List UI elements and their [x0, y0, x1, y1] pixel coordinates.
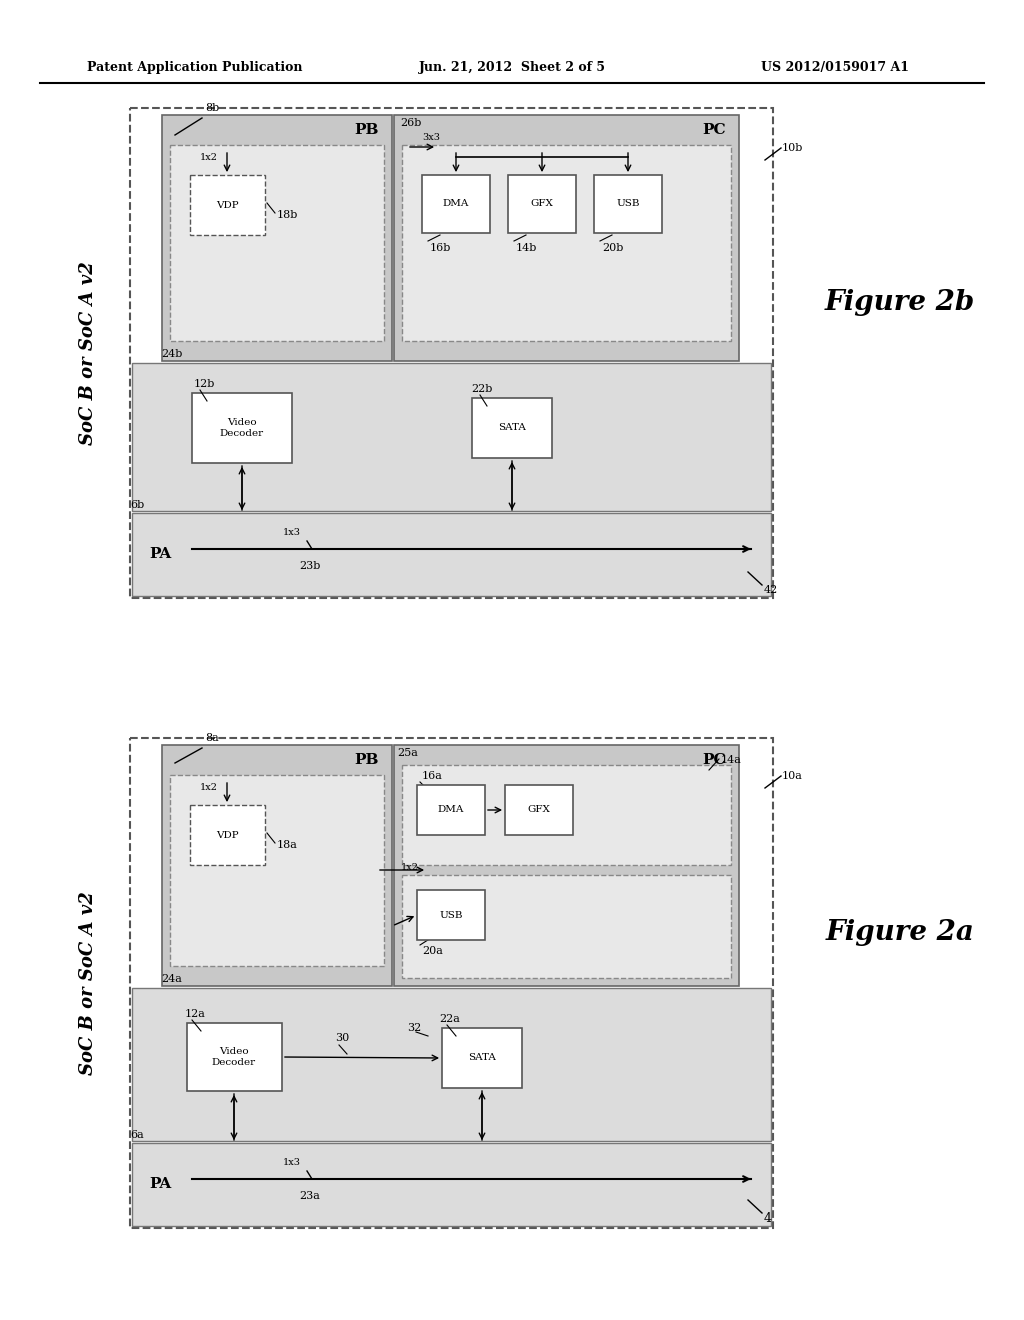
Bar [417, 890, 485, 940]
Text: 23a: 23a [300, 1191, 321, 1201]
Bar [130, 108, 773, 598]
Text: 12b: 12b [194, 379, 215, 389]
Text: GFX: GFX [527, 805, 551, 814]
Text: 14b: 14b [516, 243, 538, 253]
Bar [162, 744, 392, 986]
Text: USB: USB [439, 911, 463, 920]
Text: PB: PB [354, 752, 379, 767]
Bar [594, 176, 662, 234]
Text: 25a: 25a [397, 748, 418, 758]
Text: VDP: VDP [216, 201, 239, 210]
Text: PB: PB [354, 123, 379, 137]
Text: US 2012/0159017 A1: US 2012/0159017 A1 [761, 62, 909, 74]
Text: 8a: 8a [205, 733, 219, 743]
Text: 20b: 20b [602, 243, 624, 253]
Text: 30: 30 [335, 1034, 349, 1043]
Text: 1x2: 1x2 [401, 863, 419, 873]
Text: Figure 2b: Figure 2b [825, 289, 975, 317]
Bar [187, 1023, 282, 1092]
Bar [132, 1143, 771, 1226]
Bar [422, 176, 490, 234]
Text: 8b: 8b [205, 103, 219, 114]
Text: SoC B or SoC A v2: SoC B or SoC A v2 [79, 261, 97, 445]
Bar [162, 115, 392, 360]
Text: 18b: 18b [278, 210, 298, 220]
Text: PA: PA [148, 546, 171, 561]
Text: 1x3: 1x3 [283, 1158, 301, 1167]
Text: 26b: 26b [400, 117, 421, 128]
Bar [130, 738, 773, 1228]
Text: GFX: GFX [530, 199, 553, 209]
Bar [170, 775, 384, 966]
Bar [132, 987, 771, 1140]
Text: 22a: 22a [439, 1014, 461, 1024]
Bar [472, 399, 552, 458]
Text: DMA: DMA [438, 805, 464, 814]
Text: Video
Decoder: Video Decoder [212, 1047, 256, 1067]
Text: 24a: 24a [162, 974, 182, 983]
Text: SoC B or SoC A v2: SoC B or SoC A v2 [79, 891, 97, 1074]
Text: SATA: SATA [468, 1053, 496, 1063]
Bar [394, 744, 739, 986]
Text: 16a: 16a [422, 771, 442, 781]
Text: 10a: 10a [782, 771, 803, 781]
Text: SATA: SATA [498, 424, 526, 433]
Text: Patent Application Publication: Patent Application Publication [87, 62, 303, 74]
Text: 22b: 22b [471, 384, 493, 393]
Bar [417, 785, 485, 836]
Text: 23b: 23b [299, 561, 321, 572]
Text: 6a: 6a [130, 1130, 143, 1140]
Text: Jun. 21, 2012  Sheet 2 of 5: Jun. 21, 2012 Sheet 2 of 5 [419, 62, 605, 74]
Text: Figure 2a: Figure 2a [825, 920, 975, 946]
Text: 14a: 14a [721, 755, 741, 766]
Text: 1x2: 1x2 [200, 783, 218, 792]
Text: 32: 32 [407, 1023, 421, 1034]
Text: 42: 42 [764, 585, 778, 595]
Text: 18a: 18a [278, 840, 298, 850]
Bar [394, 115, 739, 360]
Bar [442, 1028, 522, 1088]
Text: 20a: 20a [422, 946, 442, 956]
Text: 10b: 10b [782, 143, 804, 153]
Text: PA: PA [148, 1177, 171, 1191]
Bar [402, 766, 731, 865]
Text: 12a: 12a [184, 1008, 206, 1019]
Bar [190, 176, 265, 235]
Bar [170, 145, 384, 341]
Text: PC: PC [702, 752, 726, 767]
Text: 1x2: 1x2 [200, 153, 218, 161]
Bar [193, 393, 292, 463]
Text: 24b: 24b [162, 348, 182, 359]
Text: 3x3: 3x3 [422, 133, 440, 143]
Text: 4: 4 [764, 1212, 772, 1225]
Bar [132, 363, 771, 511]
Text: 6b: 6b [130, 500, 144, 510]
Text: 16b: 16b [430, 243, 452, 253]
Bar [132, 513, 771, 597]
Bar [505, 785, 573, 836]
Text: 1x3: 1x3 [283, 528, 301, 537]
Text: Video
Decoder: Video Decoder [220, 418, 264, 438]
Bar [402, 875, 731, 978]
Text: DMA: DMA [442, 199, 469, 209]
Text: PC: PC [702, 123, 726, 137]
Bar [402, 145, 731, 341]
Text: VDP: VDP [216, 830, 239, 840]
Bar [190, 805, 265, 865]
Text: USB: USB [616, 199, 640, 209]
Bar [508, 176, 575, 234]
